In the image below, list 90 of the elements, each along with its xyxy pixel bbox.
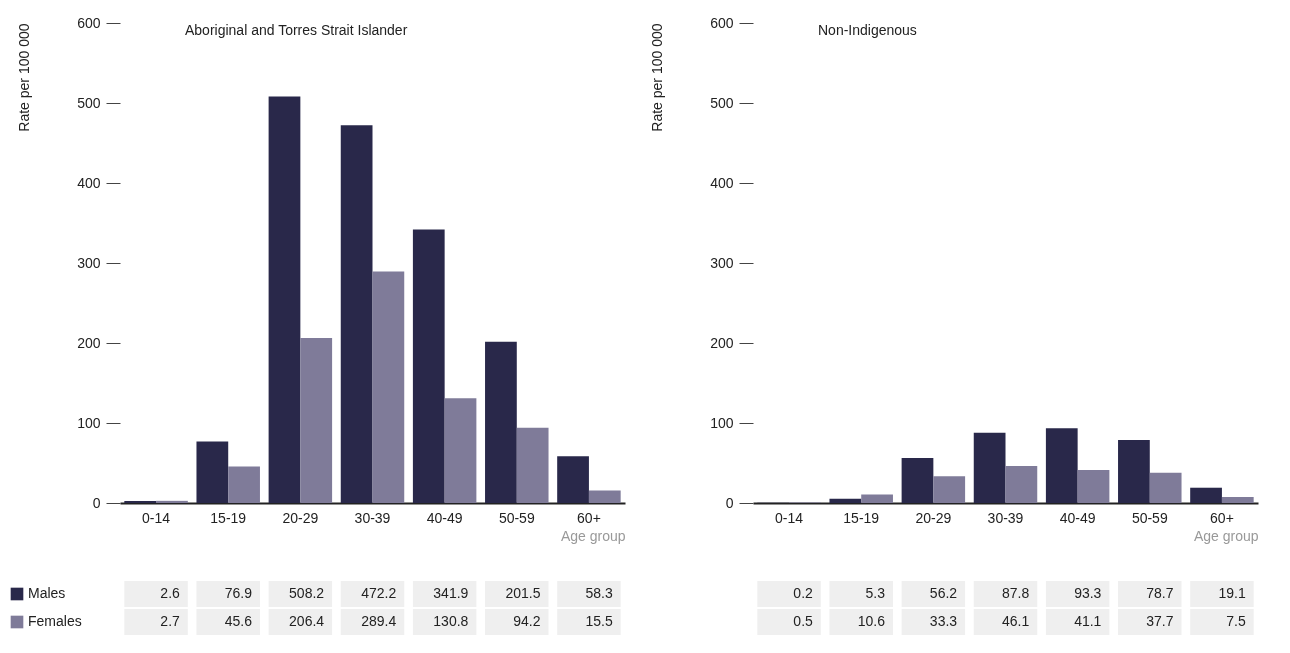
data-label: 94.2 [513, 613, 541, 629]
data-label: 289.4 [361, 613, 397, 629]
y-tick-label: 300 [77, 254, 101, 271]
x-tick-label: 60+ [1210, 509, 1234, 526]
y-tick-label: 100 [77, 414, 101, 431]
data-label: 10.6 [857, 613, 886, 629]
legend-label: Males [28, 585, 66, 601]
bar [196, 441, 229, 503]
x-tick-label: 30-39 [987, 509, 1024, 526]
data-label: 46.1 [1001, 613, 1030, 629]
bar [340, 125, 373, 503]
bar [588, 490, 621, 503]
data-label: 33.3 [929, 613, 958, 629]
data-label: 130.8 [433, 613, 469, 629]
bar [1149, 472, 1182, 503]
x-tick-label: 50-59 [498, 509, 535, 526]
y-axis-title: Rate per 100 000 [649, 23, 666, 132]
bar [1045, 428, 1078, 503]
x-tick-label: 40-49 [1059, 509, 1096, 526]
y-tick-label: 100 [710, 414, 734, 431]
data-label: 45.6 [224, 613, 253, 629]
x-tick-label: 40-49 [426, 509, 463, 526]
data-label: 2.7 [160, 613, 181, 629]
data-label: 58.3 [585, 585, 613, 601]
data-label: 7.5 [1226, 613, 1246, 629]
y-tick-label: 400 [77, 174, 101, 191]
legend-label: Females [28, 613, 82, 629]
x-tick-label: 20-29 [282, 509, 319, 526]
data-label: 5.3 [865, 585, 886, 601]
bar [933, 476, 966, 503]
bar [372, 271, 405, 503]
y-axis-title: Rate per 100 000 [16, 23, 33, 132]
y-tick-label: 0 [725, 494, 734, 511]
y-tick-label: 300 [710, 254, 734, 271]
data-label: 472.2 [361, 585, 397, 601]
bar [1077, 470, 1110, 503]
bar [901, 458, 934, 503]
bar [1118, 440, 1150, 503]
data-label: 41.1 [1074, 613, 1102, 629]
y-tick-label: 500 [77, 94, 101, 111]
data-label: 87.8 [1001, 585, 1030, 601]
data-label: 15.5 [585, 613, 613, 629]
x-tick-label: 20-29 [915, 509, 952, 526]
data-label: 206.4 [289, 613, 325, 629]
bar [1005, 466, 1038, 503]
data-label: 0.2 [793, 585, 814, 601]
chart-title: Non-Indigenous [818, 22, 917, 38]
bar [973, 432, 1006, 503]
bar [1190, 487, 1222, 503]
y-tick-label: 400 [710, 174, 734, 191]
data-label: 37.7 [1146, 613, 1174, 629]
x-tick-label: 0-14 [775, 509, 804, 526]
x-tick-label: 0-14 [142, 509, 171, 526]
bar [516, 427, 549, 503]
data-label: 508.2 [289, 585, 325, 601]
data-label: 2.6 [160, 585, 181, 601]
y-tick-label: 500 [710, 94, 734, 111]
bar [444, 398, 477, 503]
bar [861, 494, 893, 503]
x-tick-label: 15-19 [210, 509, 247, 526]
x-tick-label: 60+ [577, 509, 601, 526]
x-axis-title: Age group [1193, 527, 1259, 544]
y-tick-label: 600 [77, 14, 101, 31]
bar [228, 466, 260, 503]
data-label: 78.7 [1146, 585, 1174, 601]
x-axis-title: Age group [560, 527, 626, 544]
bar [1221, 497, 1254, 503]
bar [268, 96, 301, 503]
data-label: 93.3 [1074, 585, 1102, 601]
bar [156, 500, 188, 503]
bar [412, 229, 445, 503]
y-tick-label: 600 [710, 14, 734, 31]
y-tick-label: 0 [92, 494, 101, 511]
data-label: 19.1 [1218, 585, 1246, 601]
x-tick-label: 15-19 [843, 509, 880, 526]
data-label: 0.5 [793, 613, 814, 629]
chart-title: Aboriginal and Torres Strait Islander [185, 22, 408, 38]
data-label: 341.9 [433, 585, 469, 601]
data-label: 56.2 [929, 585, 958, 601]
x-tick-label: 30-39 [354, 509, 391, 526]
y-tick-label: 200 [710, 334, 734, 351]
bar [485, 341, 517, 503]
bar [829, 498, 862, 503]
data-label: 76.9 [224, 585, 253, 601]
bar [124, 500, 157, 503]
x-tick-label: 50-59 [1131, 509, 1168, 526]
data-label: 201.5 [505, 585, 541, 601]
y-tick-label: 200 [77, 334, 101, 351]
bar [557, 456, 589, 503]
bar [300, 337, 333, 503]
